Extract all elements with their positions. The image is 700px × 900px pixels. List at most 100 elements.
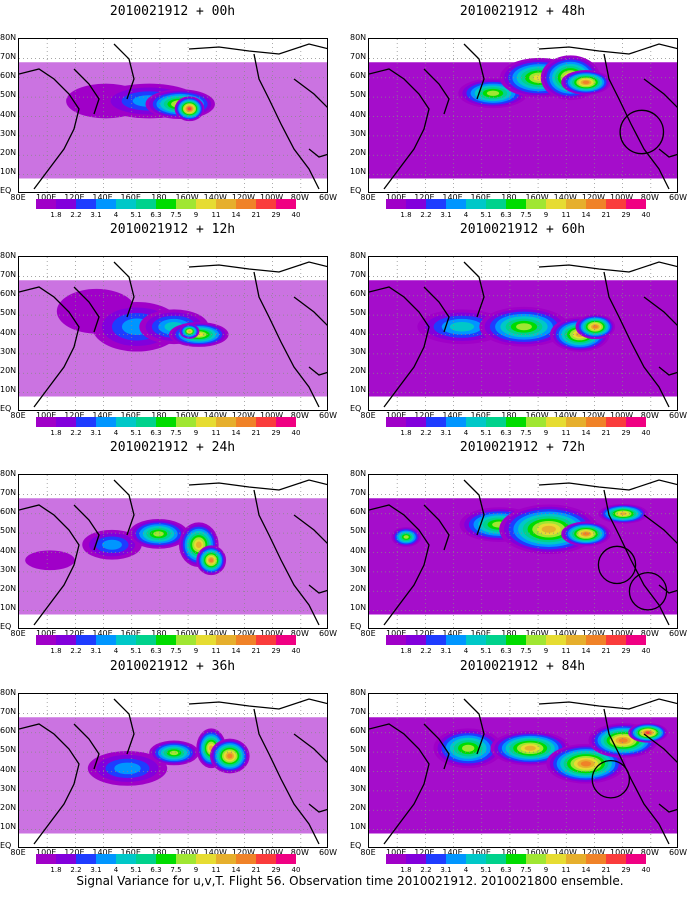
colorbar-label: 5.1: [130, 647, 142, 655]
colorbar-label: 9: [193, 866, 199, 874]
panel-title: 2010021912 + 36h: [109, 659, 236, 674]
lon-tick-label: 100W: [260, 848, 284, 857]
colorbar-label: 7.5: [520, 647, 532, 655]
lon-tick-label: 160W: [525, 848, 549, 857]
coastline: [293, 733, 327, 763]
lon-tick-label: 100E: [36, 193, 57, 202]
coastline: [603, 708, 670, 845]
coastline: [308, 366, 327, 376]
lat-tick-label: 60N: [0, 71, 17, 81]
lon-tick-label: 160W: [175, 411, 199, 420]
lon-tick-label: 140E: [92, 193, 113, 202]
colorbar-label: 1.8: [50, 866, 62, 874]
colorbar-swatch: [426, 635, 446, 645]
lon-tick-label: 120W: [581, 848, 606, 857]
lat-tick-label: 70N: [0, 52, 17, 62]
lon-tick-label: 120E: [64, 411, 85, 420]
contour-map: [368, 474, 678, 629]
coastline: [369, 286, 430, 408]
coastline: [253, 489, 320, 626]
colorbar-swatch: [626, 635, 646, 645]
colorbar-swatch: [426, 199, 446, 209]
lon-tick-label: 140W: [553, 629, 577, 638]
colorbar-label: 5.1: [480, 211, 492, 219]
colorbar-swatch: [446, 417, 466, 427]
colorbar-swatch: [56, 417, 76, 427]
coastline: [253, 708, 320, 845]
lon-tick-label: 80W: [290, 629, 309, 638]
lat-tick-label: 80N: [350, 688, 367, 697]
colorbar-swatch: [36, 199, 56, 209]
colorbar-swatch: [196, 854, 216, 864]
lat-tick-label: 30N: [0, 564, 17, 574]
lat-tick-label: 30N: [0, 128, 17, 138]
colorbar-label: 2.2: [70, 647, 82, 655]
lon-tick-label: 100W: [610, 848, 634, 857]
lat-tick-label: 80N: [350, 251, 367, 260]
colorbar-swatch: [526, 417, 546, 427]
variance-contour: [449, 322, 475, 332]
colorbar-label: 4: [463, 211, 469, 219]
lat-tick-label: 70N: [350, 488, 367, 498]
colorbar-swatch: [606, 199, 626, 209]
colorbar-label: 11: [211, 866, 221, 874]
lat-tick-label: 60N: [0, 507, 17, 517]
lon-tick-label: 100E: [386, 629, 407, 638]
colorbar-label: 29: [621, 429, 631, 437]
colorbar-label: 1.8: [400, 647, 412, 655]
colorbar-label: 21: [251, 866, 261, 874]
colorbar-label: 4: [463, 429, 469, 437]
variance-contour: [645, 731, 651, 734]
map-panel: 2010021912 + 84h 80N 70N 60N 50N 40N 30N 20N 10N…: [350, 655, 695, 875]
lon-tick-label: 180: [151, 848, 167, 857]
contour-svg: [369, 39, 677, 192]
colorbar: [36, 854, 296, 864]
variance-contour: [592, 325, 598, 329]
lon-tick-label: 100W: [610, 411, 634, 420]
colorbar-swatch: [256, 417, 276, 427]
lon-tick-label: 180: [501, 193, 517, 202]
coastline: [73, 504, 100, 551]
colorbar-label: 14: [581, 211, 591, 219]
colorbar-label: 4: [463, 866, 469, 874]
variance-contour: [582, 532, 590, 536]
colorbar-swatch: [606, 854, 626, 864]
lon-tick-label: 120E: [414, 629, 435, 638]
colorbar-label: 9: [543, 647, 549, 655]
lon-tick-label: 180: [501, 629, 517, 638]
colorbar-swatch: [36, 635, 56, 645]
colorbar-swatch: [236, 854, 256, 864]
colorbar-label: 40: [291, 866, 301, 874]
coastline: [658, 148, 677, 158]
contour-map: [18, 38, 328, 193]
contour-svg: [19, 257, 327, 410]
colorbar-swatch: [236, 199, 256, 209]
colorbar-swatch: [606, 635, 626, 645]
colorbar-label: 3.1: [440, 429, 452, 437]
colorbar-swatch: [36, 854, 56, 864]
colorbar-label: 5.1: [480, 429, 492, 437]
colorbar-label: 14: [231, 429, 241, 437]
colorbar-swatch: [466, 417, 486, 427]
panel-title: 2010021912 + 48h: [459, 4, 586, 19]
colorbar-label: 11: [561, 429, 571, 437]
lon-tick-label: 80W: [640, 193, 659, 202]
lat-tick-label: 50N: [350, 745, 367, 755]
variance-contour: [187, 107, 192, 111]
colorbar-swatch: [486, 635, 506, 645]
coastline: [19, 504, 80, 626]
coastline: [643, 296, 677, 326]
colorbar-label: 21: [251, 211, 261, 219]
coastline: [308, 584, 327, 594]
lon-tick-label: 80W: [290, 411, 309, 420]
lat-tick-label: 10N: [0, 166, 17, 176]
lon-tick-label: 140W: [203, 193, 227, 202]
lon-tick-label: 180: [151, 193, 167, 202]
lon-tick-label: 160E: [120, 411, 141, 420]
colorbar-label: 7.5: [520, 429, 532, 437]
colorbar-label: 29: [621, 647, 631, 655]
contour-map: [18, 474, 328, 629]
lon-tick-label: 80E: [10, 848, 26, 857]
panel-title: 2010021912 + 00h: [109, 4, 236, 19]
colorbar-label: 2.2: [70, 866, 82, 874]
